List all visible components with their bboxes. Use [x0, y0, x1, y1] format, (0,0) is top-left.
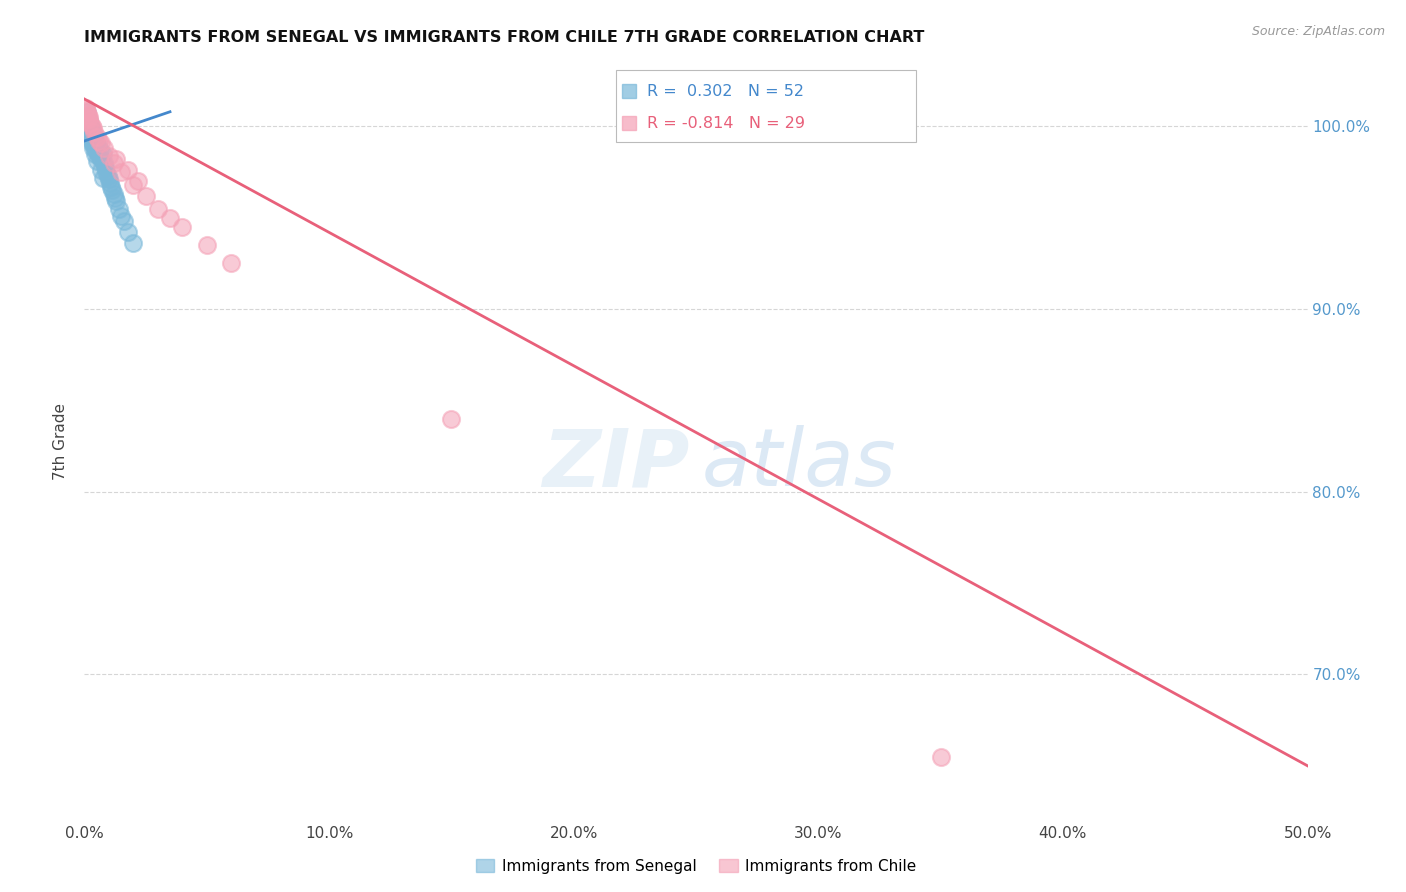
Point: [89, 143, 111, 157]
Point: [76, 120, 98, 134]
Point: [117, 163, 139, 178]
Point: [77, 108, 100, 122]
Point: [75, 101, 97, 115]
Point: [75, 112, 97, 126]
Point: [82, 141, 104, 155]
Point: [122, 236, 145, 251]
Point: [93, 156, 115, 170]
Point: [76, 125, 98, 139]
Point: [97, 172, 120, 186]
Point: [219, 256, 242, 270]
Text: R =  0.302   N = 52: R = 0.302 N = 52: [647, 84, 804, 99]
Point: [90, 163, 112, 178]
Point: [79, 118, 101, 132]
Point: [117, 225, 139, 239]
Text: Source: ZipAtlas.com: Source: ZipAtlas.com: [1251, 25, 1385, 38]
Point: [103, 156, 125, 170]
Point: [94, 160, 117, 174]
FancyBboxPatch shape: [616, 70, 917, 142]
Point: [83, 132, 105, 146]
Point: [75, 110, 97, 124]
Point: [97, 169, 120, 183]
Point: [90, 153, 112, 167]
Point: [77, 112, 100, 126]
Point: [105, 194, 128, 209]
Text: ZIP: ZIP: [543, 425, 690, 503]
Point: [127, 174, 149, 188]
Point: [83, 125, 105, 139]
Point: [77, 123, 100, 137]
Point: [105, 153, 128, 167]
Point: [80, 120, 103, 134]
Point: [135, 189, 157, 203]
Point: [86, 130, 108, 145]
Point: [76, 104, 98, 119]
Point: [195, 238, 218, 252]
Point: [82, 134, 104, 148]
Point: [84, 141, 107, 155]
Point: [146, 202, 169, 216]
Point: [103, 186, 125, 201]
Point: [440, 411, 463, 425]
Point: [104, 191, 127, 205]
Point: [100, 179, 122, 194]
Point: [87, 148, 110, 162]
Point: [80, 121, 103, 136]
Point: [101, 183, 124, 197]
Point: [93, 170, 115, 185]
Point: [79, 127, 101, 141]
Point: [122, 178, 145, 192]
Text: R = -0.814   N = 29: R = -0.814 N = 29: [647, 116, 806, 130]
Point: [91, 146, 114, 161]
Point: [82, 121, 104, 136]
Point: [172, 219, 194, 234]
Point: [87, 139, 110, 153]
Text: atlas: atlas: [702, 425, 897, 503]
Point: [76, 118, 98, 132]
Point: [79, 116, 101, 130]
Point: [77, 128, 100, 143]
Point: [77, 114, 100, 128]
Point: [93, 141, 115, 155]
Point: [112, 214, 135, 228]
Point: [80, 127, 103, 141]
Point: [90, 136, 112, 150]
Point: [76, 104, 98, 119]
Point: [84, 136, 107, 150]
Point: [80, 130, 103, 145]
Point: [97, 148, 120, 162]
Point: [86, 145, 108, 159]
Point: [83, 146, 105, 161]
Point: [929, 749, 952, 764]
Point: [82, 125, 104, 139]
Point: [87, 134, 110, 148]
Point: [110, 165, 132, 179]
Y-axis label: 7th Grade: 7th Grade: [53, 403, 69, 480]
Point: [83, 128, 105, 143]
Point: [77, 120, 100, 134]
Legend: Immigrants from Senegal, Immigrants from Chile: Immigrants from Senegal, Immigrants from…: [468, 851, 924, 881]
Point: [86, 154, 108, 169]
Point: [98, 176, 121, 190]
Point: [96, 165, 118, 179]
Point: [82, 136, 104, 150]
Text: IMMIGRANTS FROM SENEGAL VS IMMIGRANTS FROM CHILE 7TH GRADE CORRELATION CHART: IMMIGRANTS FROM SENEGAL VS IMMIGRANTS FR…: [84, 29, 925, 45]
Point: [79, 132, 101, 146]
Point: [110, 209, 132, 223]
Point: [75, 116, 97, 130]
Point: [75, 103, 97, 117]
Point: [159, 211, 181, 225]
Point: [107, 202, 129, 216]
Point: [77, 110, 100, 124]
Point: [83, 137, 105, 152]
